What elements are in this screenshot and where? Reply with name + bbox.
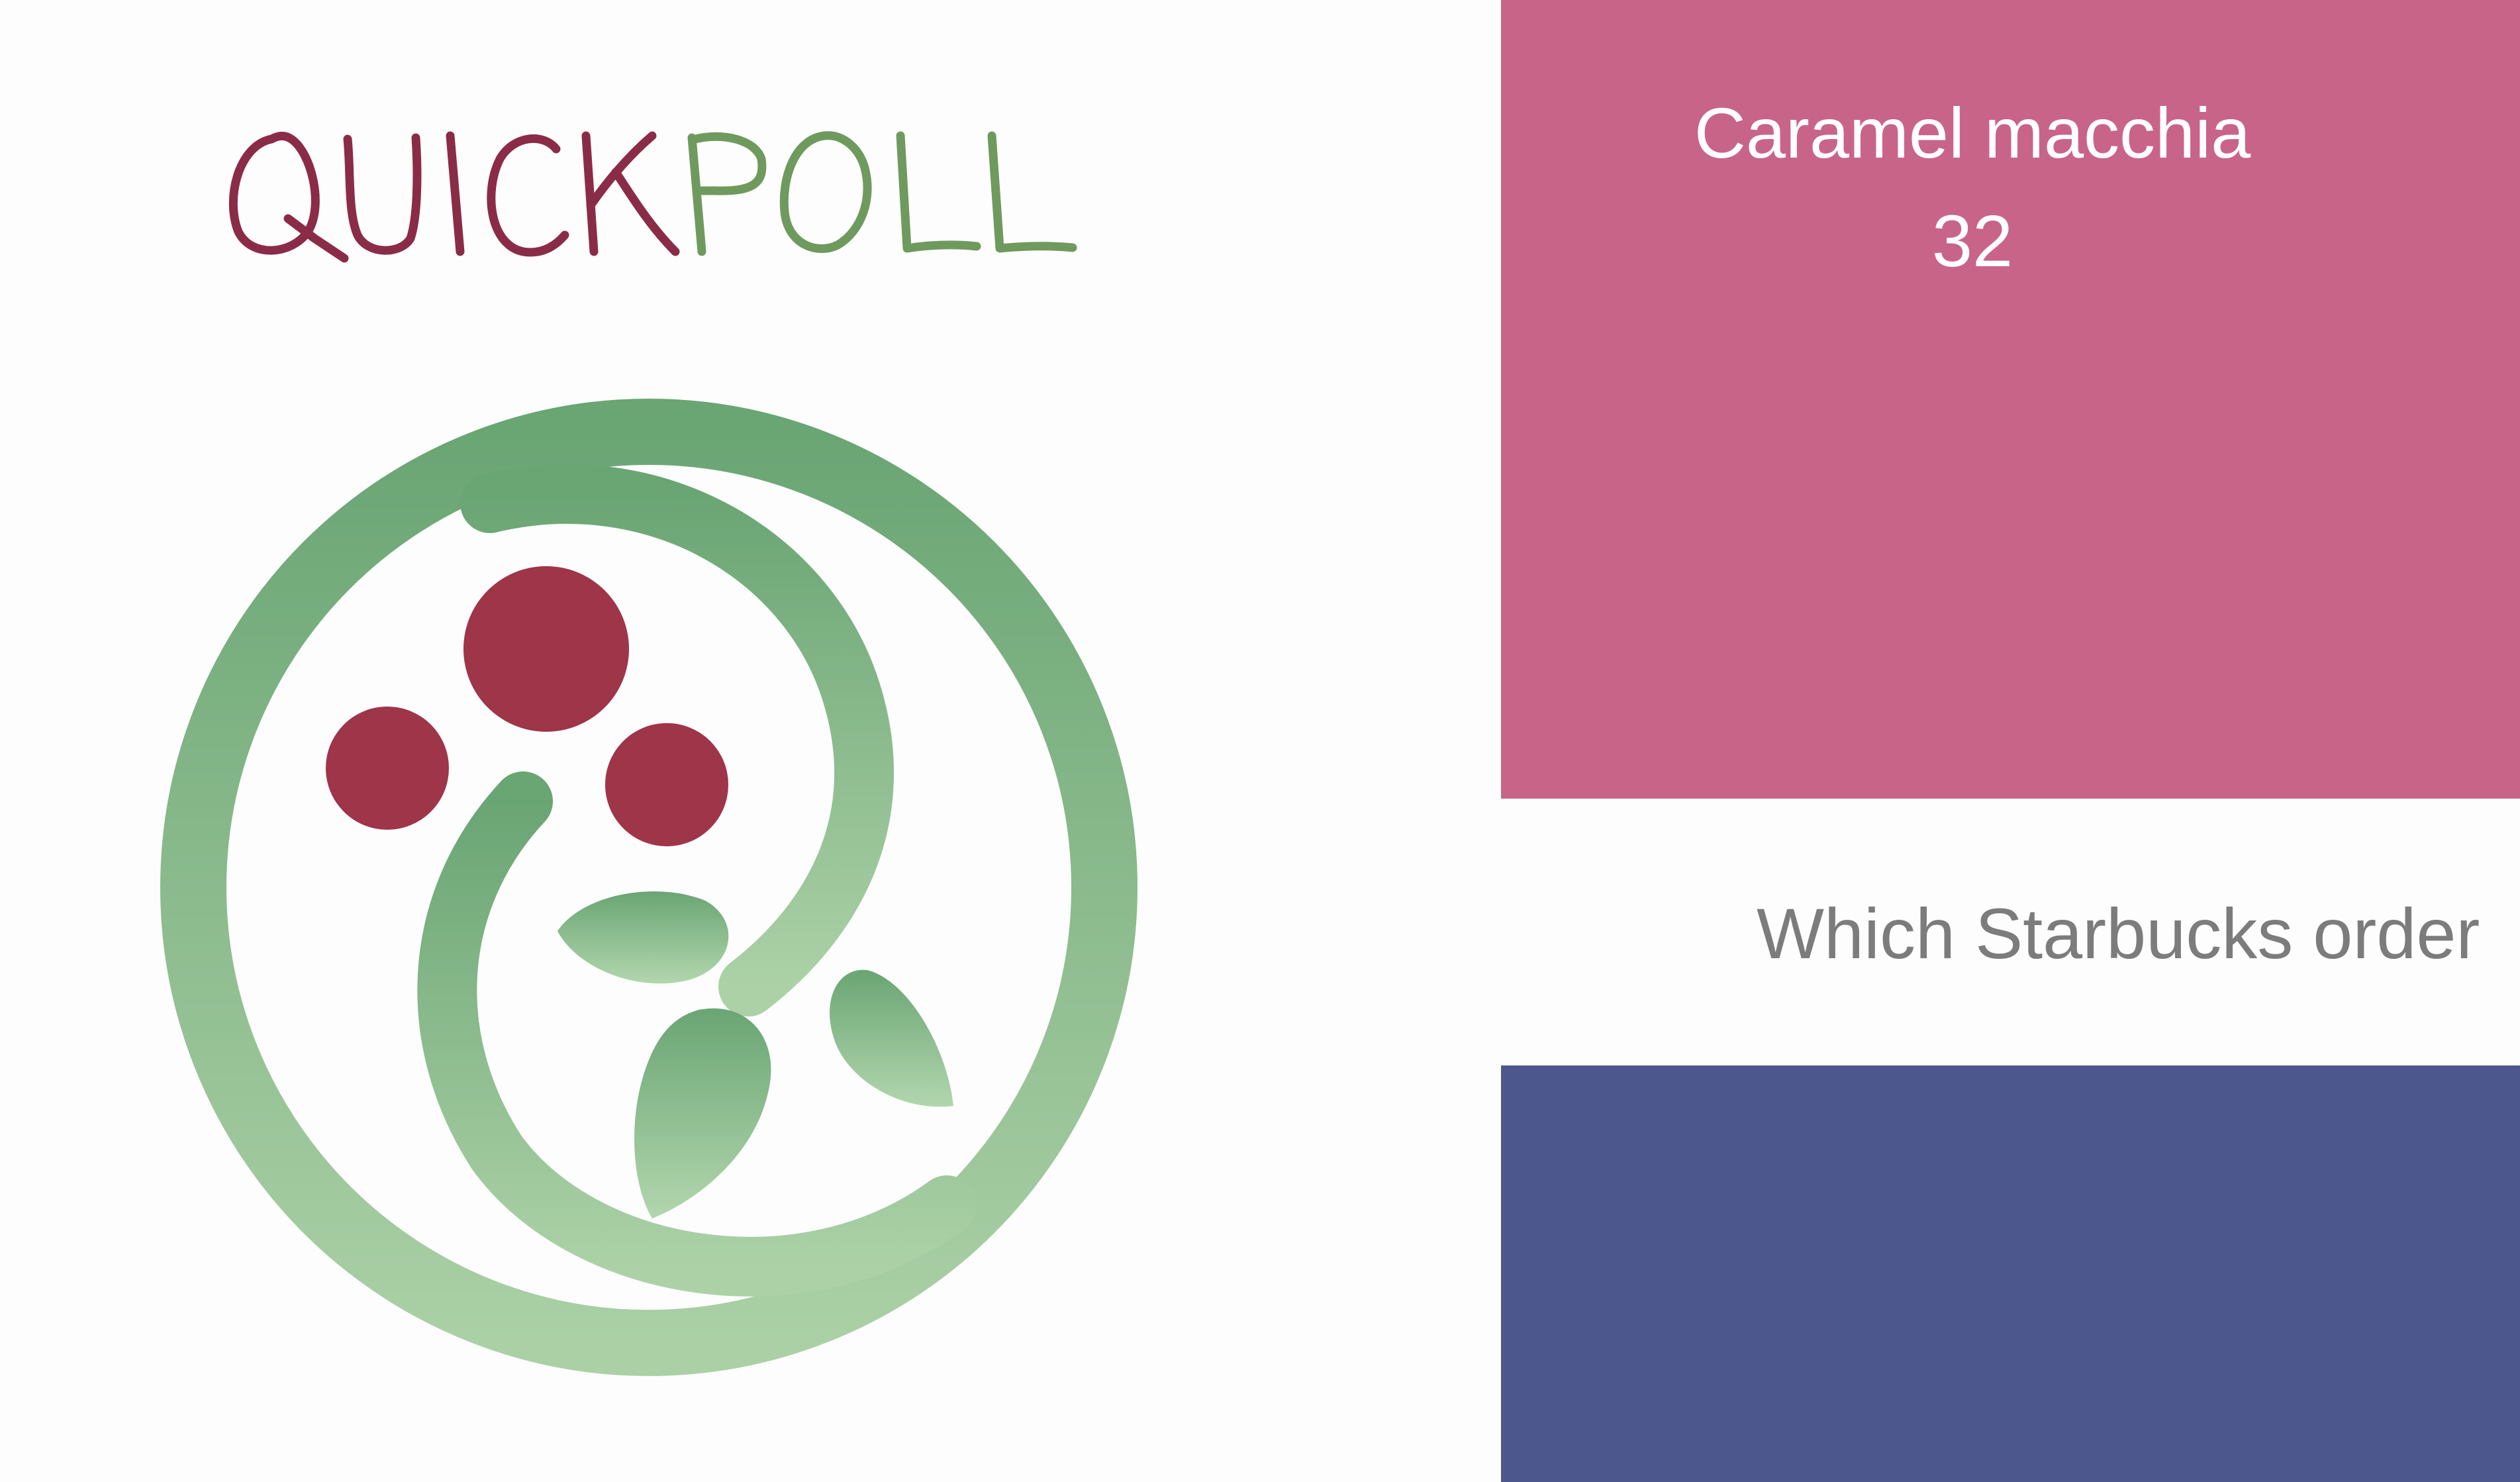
- poll-option-label: Caramel macchia: [1694, 93, 2251, 173]
- brand-panel: [160, 131, 1138, 1376]
- berries-and-leaves-wreath-icon: [160, 399, 1138, 1376]
- berry-large: [463, 566, 629, 732]
- poll-question: Which Starbucks order: [1757, 893, 2480, 973]
- berry-left: [326, 707, 449, 830]
- berry-right: [605, 723, 728, 846]
- poll-panel: Caramel macchia 32 Which Starbucks order: [1501, 0, 2520, 1482]
- wordmark-poll: [687, 131, 1077, 256]
- lower-swirl: [417, 771, 977, 1297]
- leaf-bottom: [634, 1008, 771, 1218]
- quickpoll-wordmark: [228, 131, 1077, 263]
- outer-ring: [160, 399, 1138, 1376]
- leaf-center: [557, 891, 729, 984]
- wordmark-quick: [228, 131, 680, 263]
- poll-option-tile-2[interactable]: [1501, 1065, 2520, 1482]
- leaf-right: [830, 969, 953, 1107]
- poll-option-tile[interactable]: Caramel macchia 32: [1501, 0, 2520, 799]
- poll-option-vote-count: 32: [1931, 201, 2013, 282]
- upper-swirl: [460, 464, 894, 1016]
